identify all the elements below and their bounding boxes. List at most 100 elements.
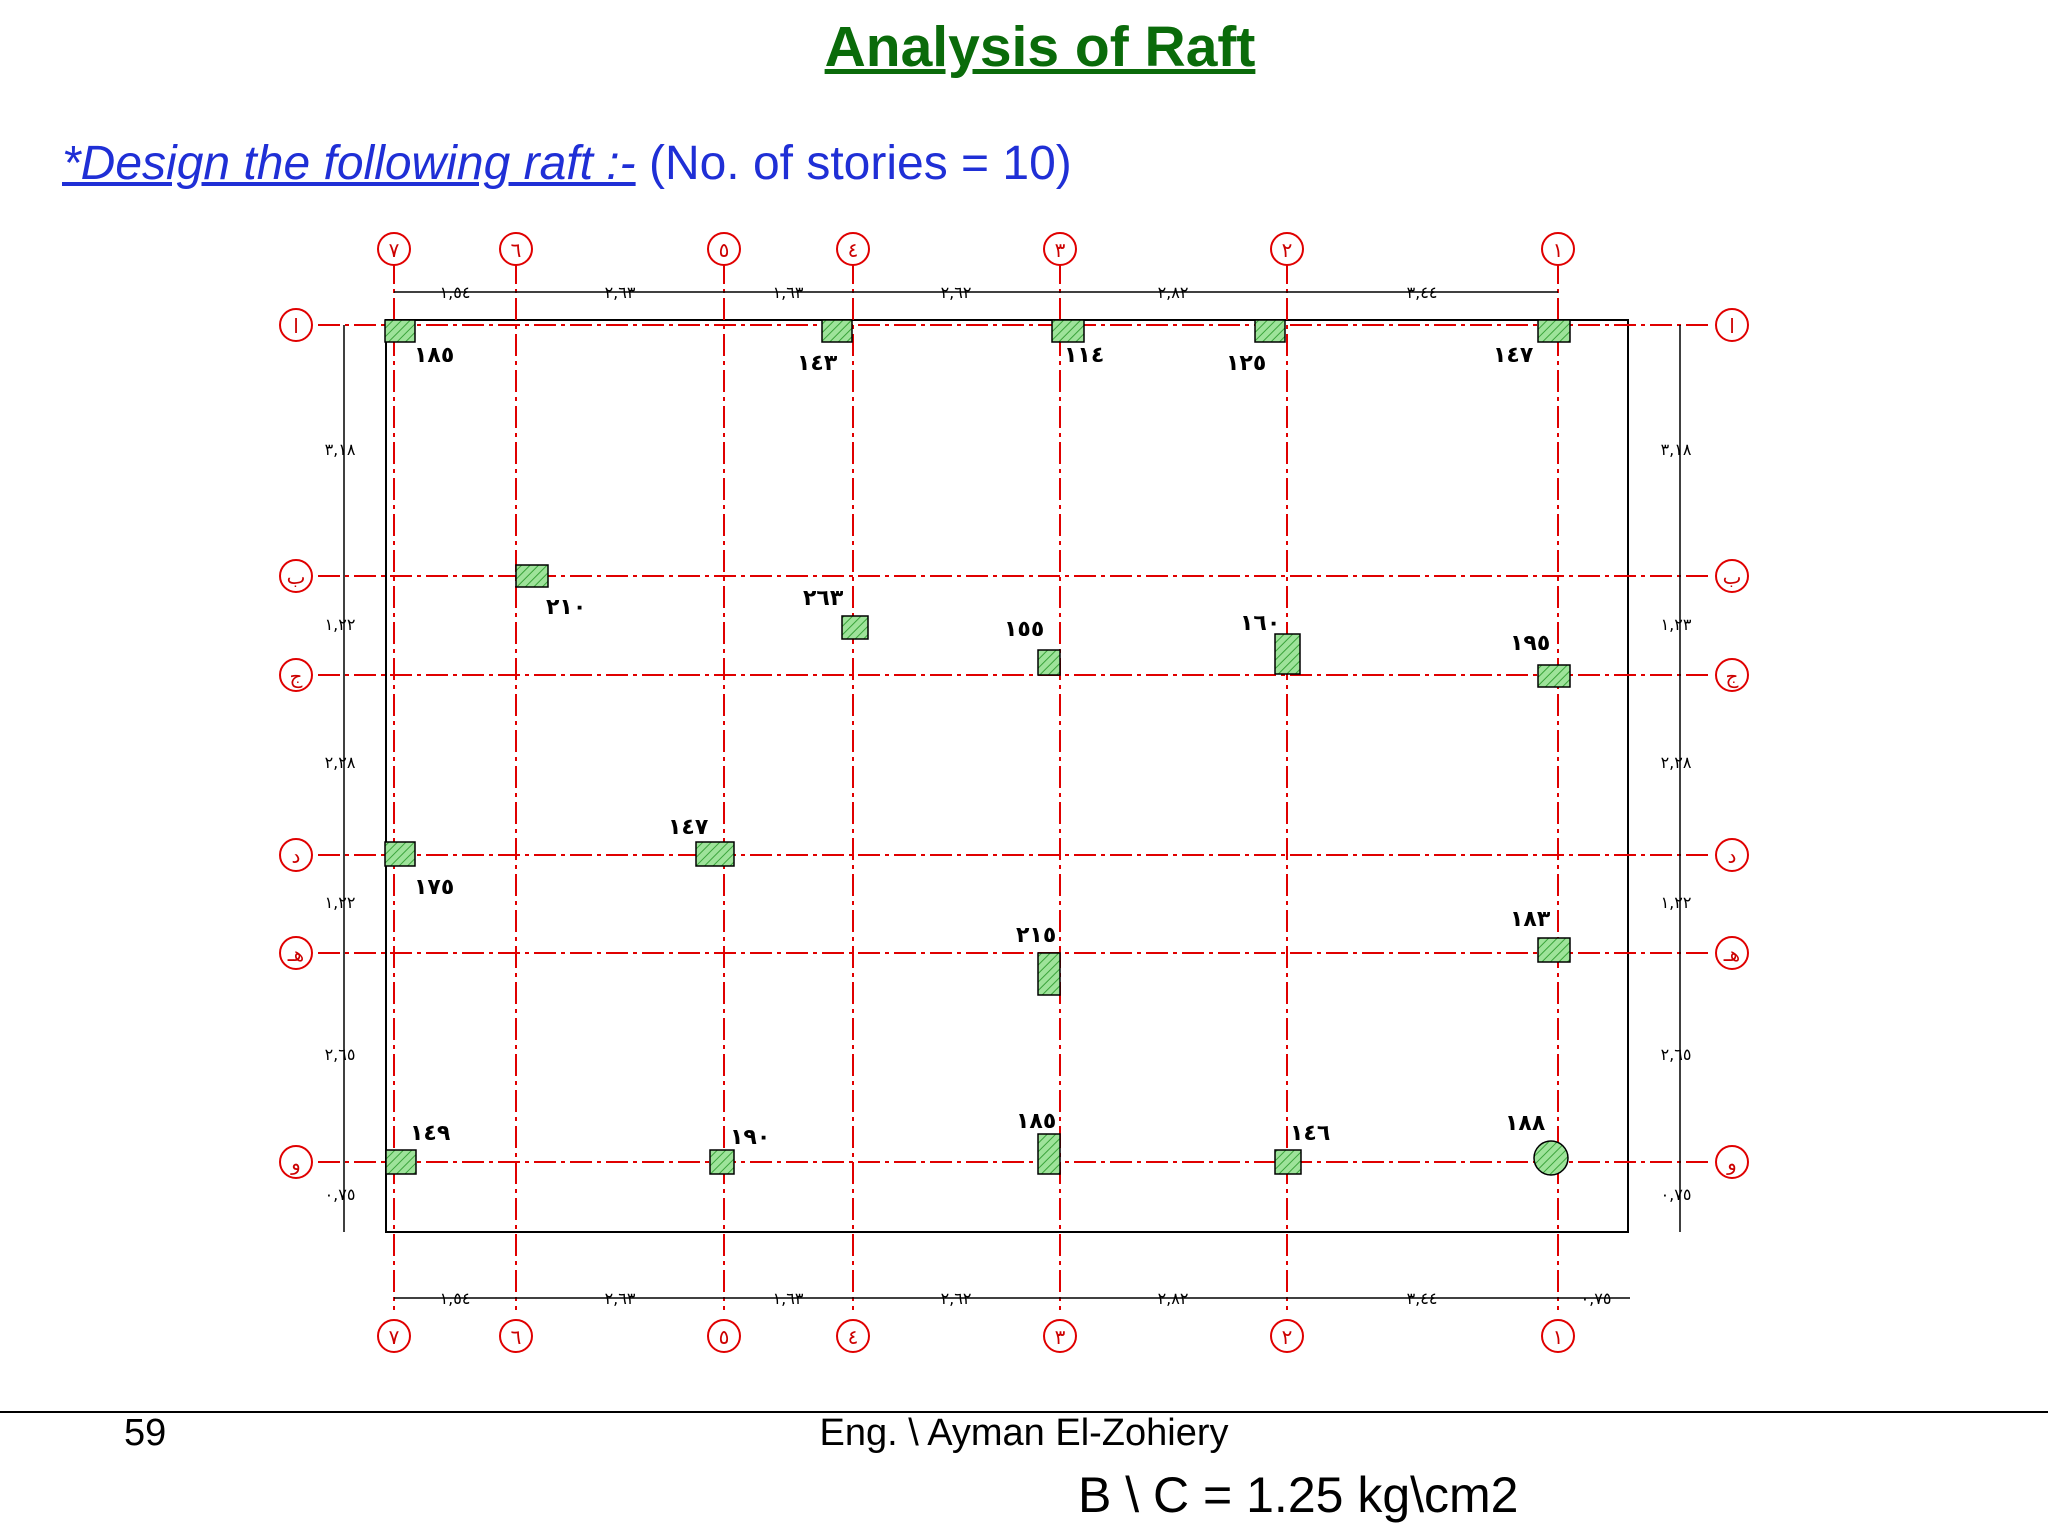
column-load: ١٨٥ xyxy=(414,343,454,368)
column xyxy=(1537,664,1571,688)
column xyxy=(841,615,869,640)
axis-label: ٦ xyxy=(511,1325,522,1349)
column-load: ١٧٥ xyxy=(414,875,454,900)
column xyxy=(384,319,416,343)
axis-label: ٣ xyxy=(1055,1325,1066,1349)
subtitle-note: (No. of stories = 10) xyxy=(648,137,1072,190)
axis-label: ٣ xyxy=(1055,238,1066,262)
axis-label: ب xyxy=(287,565,306,589)
column xyxy=(385,1149,417,1175)
axis-labels-bottom: ٧ ٦ ٥ ٤ ٣ ٢ ١ xyxy=(389,1325,1564,1349)
vertical-grid-lines xyxy=(393,262,1559,1310)
column xyxy=(1051,319,1085,343)
axis-label: هـ xyxy=(287,942,304,966)
column-circular xyxy=(1533,1140,1569,1176)
axis-label: ٢ xyxy=(1282,238,1293,262)
column-load: ١٤٩ xyxy=(410,1121,450,1146)
horizontal-grid-lines xyxy=(318,324,1710,1163)
dimension-label: ١,٢٣ xyxy=(1661,615,1692,634)
raft-plan-drawing: ٧ ٦ ٥ ٤ ٣ ٢ ١ ٧ ٦ ٥ ٤ ٣ ٢ ١ ا ب ج د xyxy=(279,232,1749,1353)
axis-label: ٦ xyxy=(511,238,522,262)
column-load-labels: ١٨٥ ١٤٣ ١١٤ ١٢٥ ١٤٧ ٢١٠ ٢٦٣ ١٥٥ ١٦٠ ١٩٥ … xyxy=(410,343,1551,1150)
axis-bubbles-left xyxy=(279,308,313,1179)
axis-label: ٢ xyxy=(1282,1325,1293,1349)
column-load: ١٥٥ xyxy=(1004,617,1044,642)
column-load: ١٤٣ xyxy=(797,351,838,376)
dimension-label: ٣,١٨ xyxy=(1661,440,1692,459)
dimension-lines xyxy=(343,291,1681,1299)
axis-label: هـ xyxy=(1723,942,1740,966)
column xyxy=(515,564,549,588)
dimension-label: ٢,٦٢ xyxy=(941,1289,972,1308)
dimension-label: ٣,٤٤ xyxy=(1407,283,1438,302)
axis-labels-right: ا ب ج د هـ و xyxy=(1723,314,1742,1175)
column-load: ١٦٠ xyxy=(1240,611,1280,636)
column xyxy=(709,1149,735,1175)
axis-label: ا xyxy=(1729,314,1735,338)
dimension-label: ٣,٤٤ xyxy=(1407,1289,1438,1308)
dimension-label: ١,٥٤ xyxy=(440,283,471,302)
dimension-label: ٣,١٨ xyxy=(325,440,356,459)
column-load: ٢١٠ xyxy=(546,595,586,620)
dimension-label: ٠,٧٥ xyxy=(325,1185,356,1204)
axis-label: ج xyxy=(1726,664,1739,688)
axis-label: د xyxy=(292,844,301,868)
axis-label: ا xyxy=(293,314,299,338)
column xyxy=(1274,633,1301,675)
axis-label: و xyxy=(290,1151,301,1175)
axis-label: د xyxy=(1728,844,1737,868)
dimension-label: ٢,٦٣ xyxy=(605,1289,636,1308)
axis-bubbles-top xyxy=(377,232,1575,266)
dimension-label: ٢,٢٨ xyxy=(1661,753,1692,772)
column-load: ١٨٨ xyxy=(1505,1111,1546,1136)
axis-label: ٧ xyxy=(389,1325,400,1349)
dimension-label: ٢,٨٢ xyxy=(1158,283,1189,302)
column xyxy=(1037,649,1061,676)
dimension-label: ٢,٢٨ xyxy=(325,753,356,772)
column-load: ٢١٥ xyxy=(1016,923,1056,948)
dimension-label: ٢,٦٥ xyxy=(1661,1045,1692,1064)
column-load: ١٩٥ xyxy=(1510,631,1550,656)
raft-outline xyxy=(385,319,1629,1233)
dimension-label: ١,٢٢ xyxy=(325,893,356,912)
dimension-label: ١,٢٢ xyxy=(1661,893,1692,912)
axis-label: ٥ xyxy=(719,1325,730,1349)
footer-divider xyxy=(0,1411,2048,1413)
column-load: ١٨٥ xyxy=(1016,1109,1056,1134)
subtitle: *Design the following raft :- (No. of st… xyxy=(62,136,1072,191)
column-load: ١١٤ xyxy=(1064,343,1104,368)
dimension-label: ١,٥٤ xyxy=(440,1289,471,1308)
bearing-capacity: B \ C = 1.25 kg\cm2 xyxy=(1078,1467,1519,1523)
column xyxy=(1537,319,1571,343)
column-load: ١٨٣ xyxy=(1510,907,1551,932)
dimension-label: ٠,٧٥ xyxy=(1661,1185,1692,1204)
axis-label: ٧ xyxy=(389,238,400,262)
column xyxy=(1037,952,1061,996)
column xyxy=(384,841,416,867)
columns xyxy=(384,319,1571,1176)
dimension-label: ١,٢٢ xyxy=(325,615,356,634)
column-load: ٢٦٣ xyxy=(803,586,844,611)
column-load: ١٤٦ xyxy=(1290,1121,1330,1146)
axis-labels-left: ا ب ج د هـ و xyxy=(287,314,306,1175)
axis-label: ب xyxy=(1723,565,1742,589)
dimension-label: ١,٦٣ xyxy=(773,1289,804,1308)
column xyxy=(1274,1149,1302,1175)
column-load: ١٤٧ xyxy=(668,815,709,840)
column xyxy=(1037,1133,1061,1175)
axis-label: ٤ xyxy=(848,1325,859,1349)
author-credit: Eng. \ Ayman El-Zohiery xyxy=(819,1412,1229,1454)
axis-bubbles-bottom xyxy=(377,1319,1575,1353)
axis-label: ج xyxy=(290,664,303,688)
dimension-labels-right: ٣,١٨ ١,٢٣ ٢,٢٨ ١,٢٢ ٢,٦٥ ٠,٧٥ xyxy=(1661,440,1692,1204)
axis-label: ١ xyxy=(1553,1325,1564,1349)
dimension-label: ٢,٦٣ xyxy=(605,283,636,302)
axis-label: ٤ xyxy=(848,238,859,262)
dimension-label: ١,٦٣ xyxy=(773,283,804,302)
column xyxy=(1254,319,1286,343)
page-number: 59 xyxy=(124,1412,167,1454)
axis-label: ١ xyxy=(1553,238,1564,262)
subtitle-lead: *Design the following raft :- xyxy=(62,137,636,190)
column xyxy=(1537,937,1571,963)
dimension-label: ٢,٦٢ xyxy=(941,283,972,302)
